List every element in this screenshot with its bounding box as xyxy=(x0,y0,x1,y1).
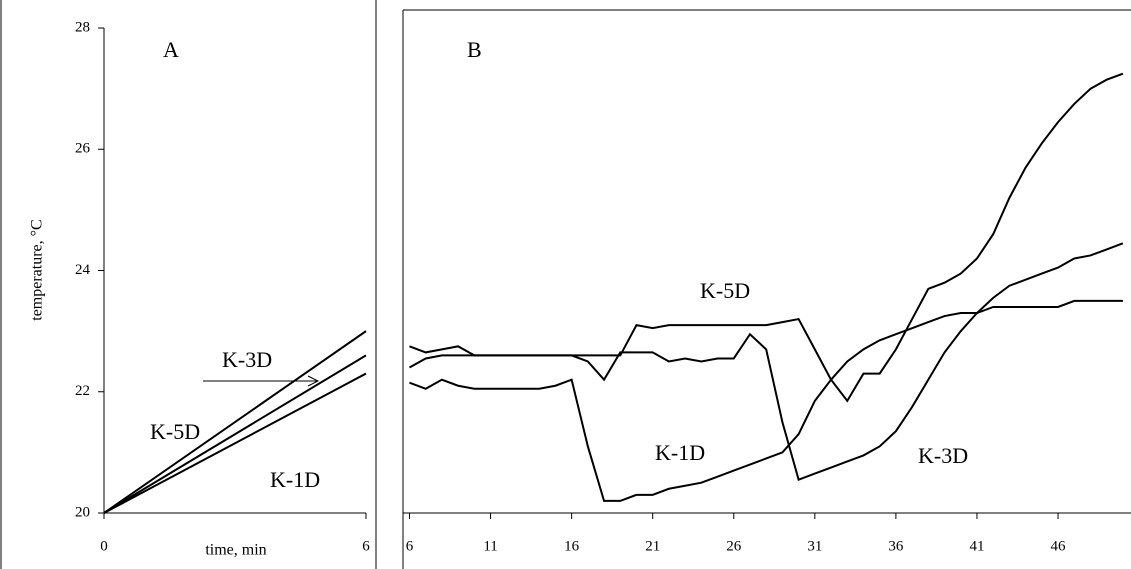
x-tick-label: 0 xyxy=(100,538,108,554)
y-tick-label: 22 xyxy=(75,383,90,399)
y-tick-label: 28 xyxy=(75,19,90,35)
x-tick-label: 41 xyxy=(969,538,984,554)
y-axis-label: temperature, °C xyxy=(29,219,46,320)
x-tick-label: 16 xyxy=(564,538,580,554)
x-tick-label: 36 xyxy=(888,538,904,554)
x-axis-label: time, min xyxy=(205,542,266,559)
annotation: K-3D xyxy=(918,443,968,468)
annotation: K-3D xyxy=(222,347,272,372)
y-tick-label: 24 xyxy=(75,262,91,278)
y-tick-label: 26 xyxy=(75,141,91,157)
x-tick-label: 46 xyxy=(1051,538,1067,554)
x-tick-label: 21 xyxy=(645,538,660,554)
series-line xyxy=(409,299,1123,502)
x-tick-label: 6 xyxy=(406,538,414,554)
series-line xyxy=(103,330,367,514)
x-tick-label: 26 xyxy=(726,538,742,554)
panel-title: B xyxy=(467,37,482,62)
annotation: K-5D xyxy=(700,278,750,303)
series-line xyxy=(103,372,367,514)
annotation: K-5D xyxy=(150,419,200,444)
series-line xyxy=(103,354,367,514)
x-tick-label: 11 xyxy=(483,538,497,554)
annotation: K-1D xyxy=(270,467,320,492)
arrow-head xyxy=(307,375,320,387)
y-tick-label: 20 xyxy=(75,504,90,520)
panel-title: A xyxy=(163,37,179,62)
x-tick-label: 31 xyxy=(807,538,822,554)
x-tick-label: 6 xyxy=(362,538,370,554)
annotation: K-1D xyxy=(655,440,705,465)
series-line xyxy=(409,242,1124,481)
